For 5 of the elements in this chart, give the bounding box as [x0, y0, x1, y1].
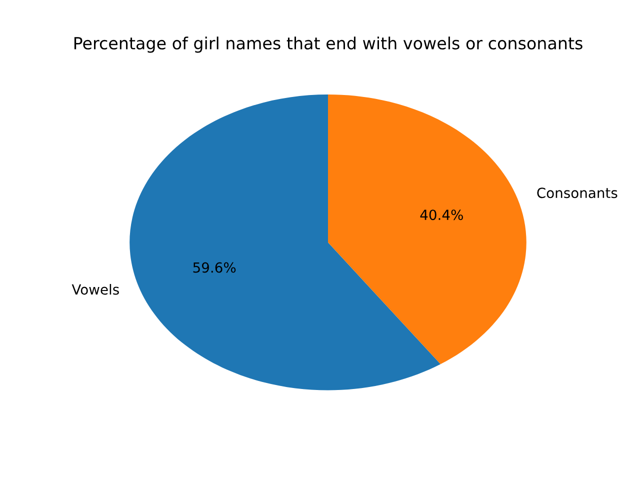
chart-title: Percentage of girl names that end with vowels or consonants — [74, 36, 582, 53]
slice-label: Vowels — [72, 284, 119, 295]
slice-label: Consonants — [537, 188, 618, 198]
data-label: 40.4% — [420, 210, 463, 220]
data-label: 59.6% — [193, 262, 236, 273]
